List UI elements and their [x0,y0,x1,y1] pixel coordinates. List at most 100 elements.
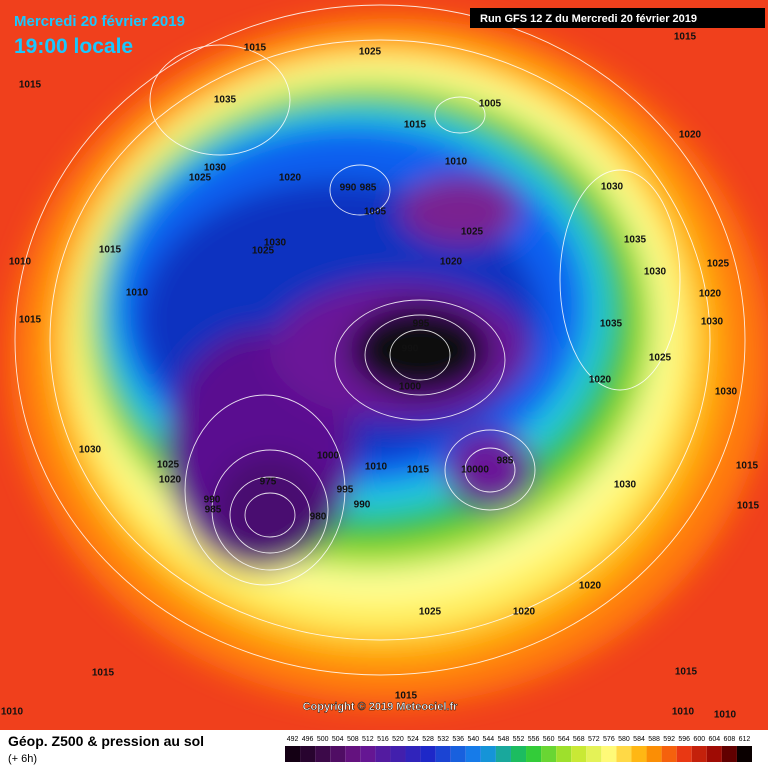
colorbar-label: 580 [618,736,630,743]
isobar-label: 1020 [279,173,302,184]
colorbar-label: 564 [558,736,570,743]
colorbar-label: 572 [588,736,600,743]
isobar-label: 1010 [445,157,468,168]
isobar-label: 980 [310,512,327,523]
colorbar-swatch [631,746,647,762]
isobar-label: 990 [340,183,357,194]
isobar-label: 1010 [126,288,149,299]
isobar-label: 1015 [99,245,122,256]
colorbar-label: 612 [739,736,751,743]
isobar-label: 1025 [707,259,730,270]
isobar-label: 1020 [513,607,536,618]
isobar-label: 1015 [407,465,430,476]
isobar-label: 1035 [600,319,623,330]
isobar-label: 1020 [679,130,702,141]
local-time: 19:00 locale [14,35,133,58]
colorbar-swatch [390,746,406,762]
colorbar-label: 596 [678,736,690,743]
isobar-label: 1030 [644,267,667,278]
colorbar-swatch [345,746,361,762]
isobar-label: 1015 [19,80,42,91]
colorbar-swatch [450,746,466,762]
colorbar-label: 600 [693,736,705,743]
colorbar-swatch [676,746,692,762]
colorbar-label: 508 [347,736,359,743]
isobar-label: 1015 [404,120,427,131]
colorbar-label: 592 [663,736,675,743]
isobar-label: 1015 [675,667,698,678]
colorbar-swatch [541,746,557,762]
colorbar-label: 608 [724,736,736,743]
isobar-label: 990 [402,344,419,355]
colorbar-label: 516 [377,736,389,743]
isobar-label: 975 [260,477,277,488]
isobar-label: 1005 [479,99,502,110]
colorbar-label: 532 [437,736,449,743]
colorbar-label: 576 [603,736,615,743]
isobar-label: 995 [337,485,354,496]
colorbar: 492 496 500 504 508 512 516 520 524 528 532 536 540 5… [285,736,752,762]
colorbar-label: 520 [392,736,404,743]
colorbar-swatch [736,746,752,762]
isobar-label: 1010 [365,462,388,473]
colorbar-label: 528 [422,736,434,743]
isobar-label: 1000 [399,382,422,393]
isobar-label: 10000 [461,465,489,476]
colorbar-swatch [330,746,346,762]
colorbar-swatch [526,746,542,762]
isobar-label: 985 [497,456,514,467]
isobar-label: 1030 [204,163,227,174]
colorbar-swatch [405,746,421,762]
colorbar-swatch [571,746,587,762]
colorbar-label: 492 [287,736,299,743]
colorbar-swatch [360,746,376,762]
isobar-label: 1025 [157,460,180,471]
isobar-label: 1010 [672,707,695,718]
isobar-label: 1015 [92,668,115,679]
isobar-label: 1015 [736,461,759,472]
colorbar-label: 588 [648,736,660,743]
isobar-label: 1030 [614,480,637,491]
colorbar-label: 552 [513,736,525,743]
colorbar-swatch [661,746,677,762]
isobar-label: 1030 [715,387,738,398]
isobar-label: 1015 [19,315,42,326]
colorbar-swatch [435,746,451,762]
colorbar-label: 584 [633,736,645,743]
isobar-label: 990 [354,500,371,511]
isobar-label: 1025 [189,173,212,184]
colorbar-label: 512 [362,736,374,743]
colorbar-swatch [375,746,391,762]
copyright: Copyright © 2019 Meteociel.fr [303,701,459,713]
isobar-label: 1000 [317,451,340,462]
colorbar-label: 556 [528,736,540,743]
footer-title: Géop. Z500 & pression au sol [8,733,204,749]
run-box [470,8,765,28]
colorbar-label: 500 [317,736,329,743]
isobar-label: 1025 [461,227,484,238]
isobar-label: 1010 [9,257,32,268]
colorbar-label: 504 [332,736,344,743]
isobar-label: 1010 [1,707,24,718]
isobar-label: 1015 [674,32,697,43]
colorbar-swatch [510,746,527,762]
colorbar-swatch [420,746,436,762]
isobar-label: 985 [360,183,377,194]
isobar-label: 1020 [699,289,722,300]
isobar-label: 1020 [579,581,602,592]
isobar-label: 1025 [419,607,442,618]
colorbar-label: 536 [452,736,464,743]
isobar-label: 990 [204,495,221,506]
isobar-label: 1015 [395,691,418,702]
colorbar-swatch [465,746,481,762]
colorbar-label: 568 [573,736,585,743]
colorbar-label: 544 [483,736,495,743]
date: Mercredi 20 février 2019 [14,13,185,30]
isobar-label: 1015 [244,43,267,54]
isobar-label: 1030 [701,317,724,328]
colorbar-label: 604 [708,736,720,743]
isobar-label: 1025 [252,246,275,257]
colorbar-swatch [285,746,301,762]
isobar-label: 1020 [589,375,612,386]
